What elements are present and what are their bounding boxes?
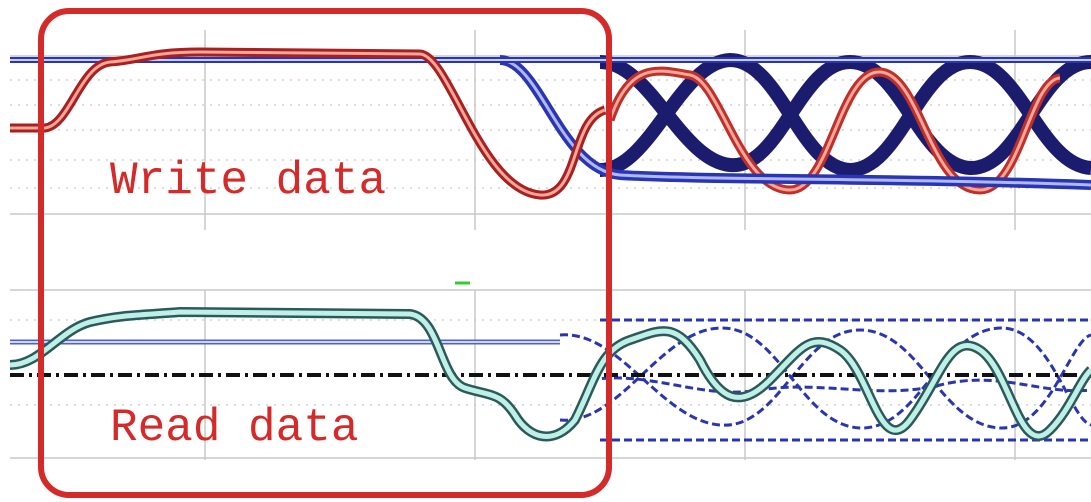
write-label: Write data — [110, 155, 386, 207]
read-label: Read data — [110, 402, 358, 454]
waveform-screenshot: Write data Read data — [0, 0, 1091, 502]
